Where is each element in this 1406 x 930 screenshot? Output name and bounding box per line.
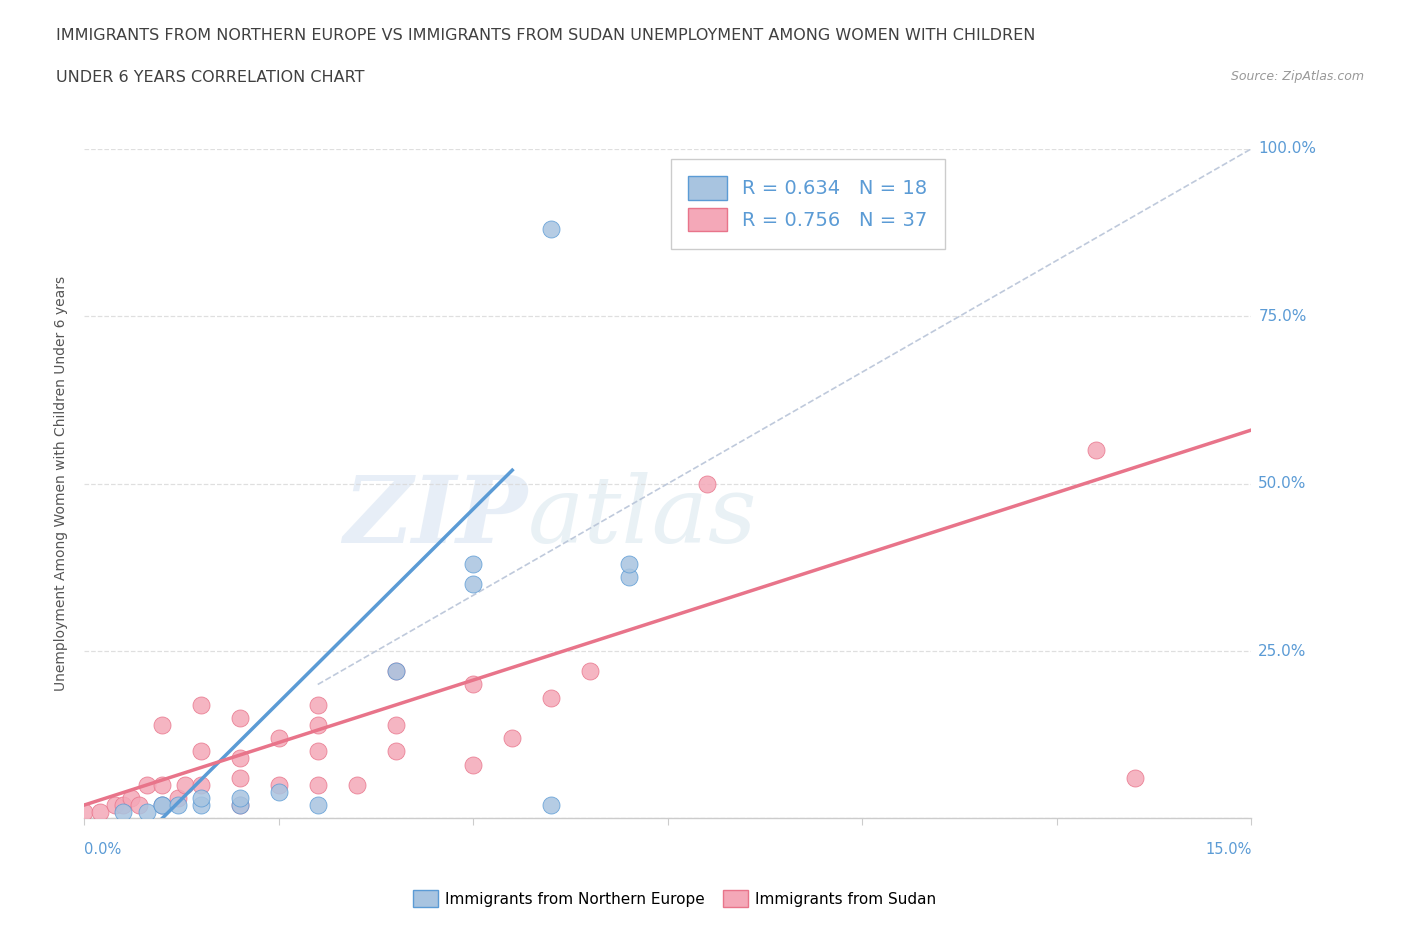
Point (174, 777, 197, 792)
Point (150, 798, 173, 813)
Text: atlas: atlas (527, 472, 758, 562)
Point (267, 784, 290, 799)
Point (112, 798, 135, 813)
Point (463, 577, 485, 591)
Point (190, 777, 212, 792)
Point (112, 804, 135, 819)
Point (579, 664, 602, 679)
Point (384, 664, 406, 679)
Text: 100.0%: 100.0% (1258, 141, 1316, 156)
Point (307, 698, 329, 712)
Point (617, 556, 640, 571)
Point (190, 698, 212, 712)
Point (120, 790, 142, 805)
Point (307, 744, 329, 759)
Text: UNDER 6 YEARS CORRELATION CHART: UNDER 6 YEARS CORRELATION CHART (56, 70, 364, 85)
Point (104, 798, 127, 813)
Point (229, 798, 252, 813)
Point (190, 798, 212, 813)
Point (1084, 443, 1107, 458)
Point (150, 777, 173, 792)
Text: 15.0%: 15.0% (1205, 842, 1251, 857)
Point (307, 717, 329, 732)
Point (229, 771, 252, 786)
Point (229, 790, 252, 805)
Point (229, 798, 252, 813)
Point (190, 790, 212, 805)
Point (89, 804, 111, 819)
Point (384, 717, 406, 732)
Point (384, 744, 406, 759)
Point (463, 556, 485, 571)
Legend: Immigrants from Northern Europe, Immigrants from Sudan: Immigrants from Northern Europe, Immigra… (408, 884, 942, 913)
Point (190, 744, 212, 759)
Point (617, 570, 640, 585)
Legend: R = 0.634   N = 18, R = 0.756   N = 37: R = 0.634 N = 18, R = 0.756 N = 37 (671, 158, 945, 248)
Point (1123, 771, 1146, 786)
Point (540, 221, 562, 236)
Text: ZIP: ZIP (343, 472, 527, 562)
Point (229, 711, 252, 725)
Point (135, 804, 157, 819)
Point (135, 777, 157, 792)
Point (150, 717, 173, 732)
Point (346, 777, 368, 792)
Text: 0.0%: 0.0% (84, 842, 121, 857)
Point (540, 798, 562, 813)
Point (229, 751, 252, 765)
Point (166, 790, 188, 805)
Point (501, 731, 523, 746)
Point (307, 798, 329, 813)
Point (463, 757, 485, 772)
Point (463, 677, 485, 692)
Text: 25.0%: 25.0% (1258, 644, 1306, 658)
Text: 50.0%: 50.0% (1258, 476, 1306, 491)
Point (540, 690, 562, 705)
Point (150, 798, 173, 813)
Y-axis label: Unemployment Among Women with Children Under 6 years: Unemployment Among Women with Children U… (55, 276, 69, 691)
Point (267, 777, 290, 792)
Point (73, 804, 96, 819)
Point (128, 798, 150, 813)
Text: 75.0%: 75.0% (1258, 309, 1306, 324)
Text: Source: ZipAtlas.com: Source: ZipAtlas.com (1230, 70, 1364, 83)
Point (384, 664, 406, 679)
Point (307, 777, 329, 792)
Point (267, 731, 290, 746)
Point (150, 798, 173, 813)
Point (696, 476, 718, 491)
Text: IMMIGRANTS FROM NORTHERN EUROPE VS IMMIGRANTS FROM SUDAN UNEMPLOYMENT AMONG WOME: IMMIGRANTS FROM NORTHERN EUROPE VS IMMIG… (56, 28, 1036, 43)
Point (166, 798, 188, 813)
